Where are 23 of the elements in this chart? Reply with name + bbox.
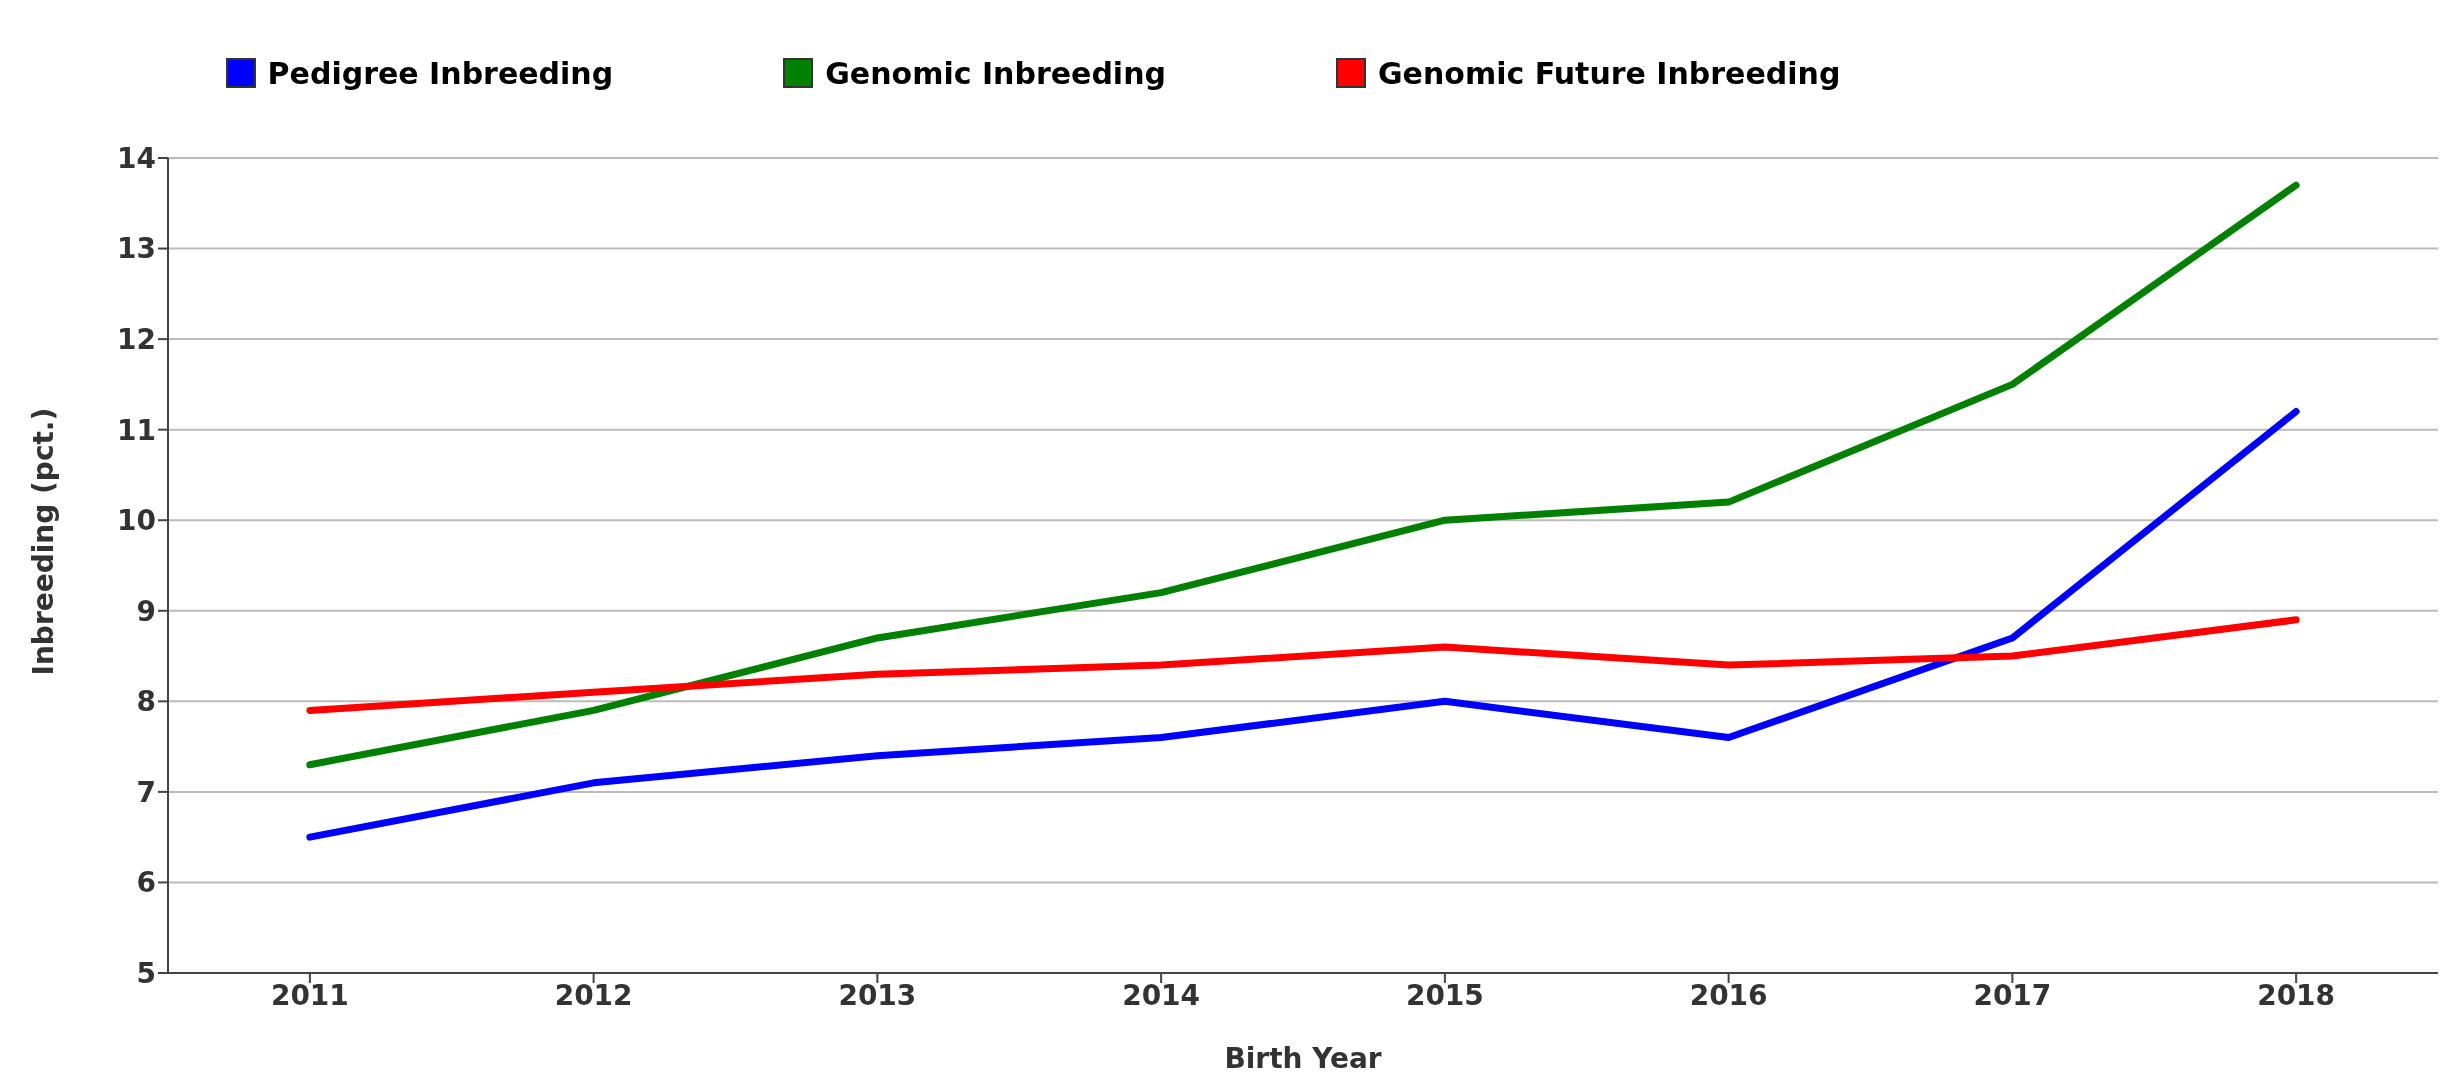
legend-label: Pedigree Inbreeding: [267, 55, 614, 91]
y-tick-label: 14: [117, 141, 156, 175]
x-tick-label: 2014: [1122, 978, 1201, 1012]
y-tick-label: 9: [136, 594, 156, 628]
y-axis-title: Inbreeding (pct.): [26, 407, 60, 676]
x-tick-label: 2013: [838, 978, 917, 1012]
x-tick-label: 2017: [1973, 978, 2052, 1012]
x-tick-label: 2018: [2257, 978, 2336, 1012]
x-axis-title: Birth Year: [1224, 1042, 1382, 1075]
y-tick-label: 13: [117, 232, 156, 266]
y-tick-label: 10: [117, 504, 156, 538]
x-tick-label: 2011: [270, 978, 349, 1012]
x-tick-label: 2015: [1405, 978, 1484, 1012]
y-tick-label: 12: [117, 323, 156, 357]
y-tick-label: 5: [136, 956, 156, 990]
x-tick-label: 2016: [1689, 978, 1768, 1012]
y-tick-label: 8: [136, 685, 156, 719]
x-tick-label: 2012: [554, 978, 633, 1012]
legend-label: Genomic Future Inbreeding: [1377, 55, 1841, 91]
legend-label: Genomic Inbreeding: [825, 55, 1166, 91]
y-tick-label: 11: [117, 413, 156, 447]
y-tick-label: 7: [136, 775, 156, 809]
y-tick-label: 6: [136, 866, 156, 900]
